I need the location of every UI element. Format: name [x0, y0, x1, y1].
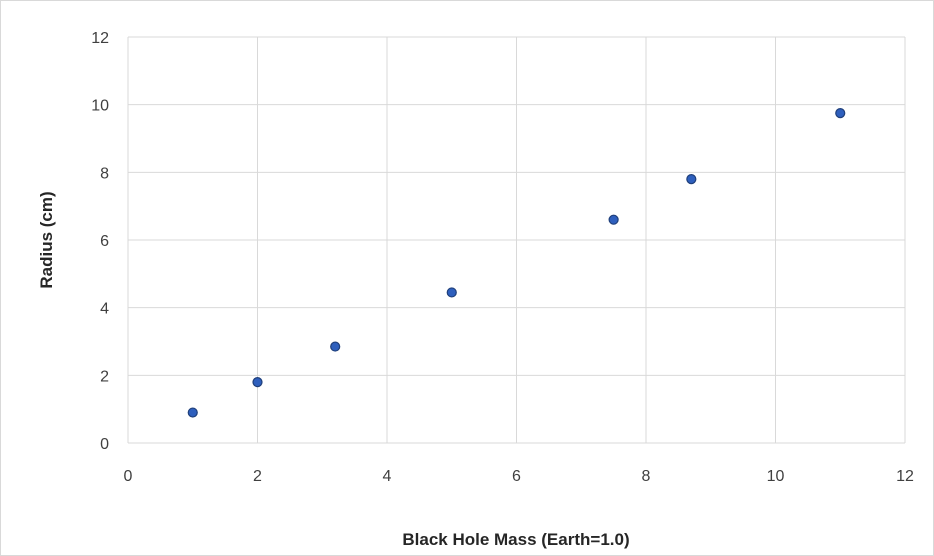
gridlines [127, 36, 906, 444]
x-tick-label: 10 [767, 468, 785, 485]
y-axis-title: Radius (cm) [37, 191, 56, 288]
x-tick-label: 2 [253, 468, 262, 485]
x-tick-label: 12 [896, 468, 914, 485]
x-tick-label: 4 [383, 468, 392, 485]
data-point [330, 341, 341, 352]
y-tick-label: 4 [100, 301, 109, 318]
data-point [446, 287, 457, 298]
data-point [835, 108, 846, 119]
data-point [252, 377, 263, 388]
y-tick-label: 10 [91, 98, 109, 115]
y-tick-label: 2 [100, 368, 109, 385]
y-tick-label: 8 [100, 165, 109, 182]
x-tick-label: 0 [124, 468, 133, 485]
x-axis-tick-labels: 0 2 4 6 8 10 12 [124, 468, 914, 485]
y-tick-label: 6 [100, 233, 109, 250]
x-axis-title: Black Hole Mass (Earth=1.0) [402, 530, 629, 549]
y-tick-label: 12 [91, 30, 109, 47]
x-tick-label: 8 [642, 468, 651, 485]
data-point [608, 214, 619, 225]
y-tick-label: 0 [100, 436, 109, 453]
data-point [686, 174, 697, 185]
y-axis-tick-labels: 0 2 4 6 8 10 12 [91, 30, 109, 453]
data-points [187, 108, 846, 418]
x-tick-label: 6 [512, 468, 521, 485]
data-point [187, 407, 198, 418]
